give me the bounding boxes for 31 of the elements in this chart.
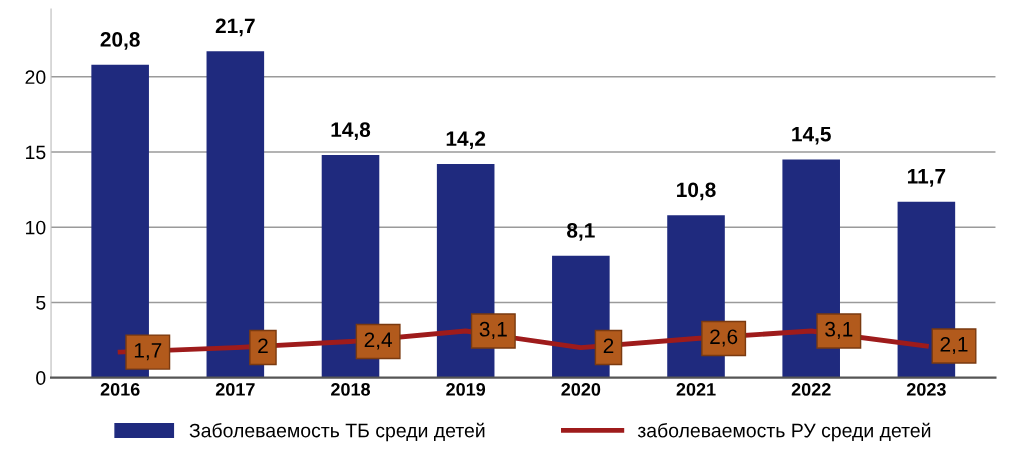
data-label: 14,2 (446, 131, 486, 150)
x-tick-label: 2020 (561, 382, 601, 396)
y-tick-label: 15 (26, 145, 46, 160)
x-tick-label: 2019 (446, 382, 486, 396)
data-label: 2 (258, 338, 268, 353)
x-tick-label: 2017 (215, 382, 255, 396)
data-label: 3,1 (479, 321, 507, 340)
x-tick-label: 2021 (676, 382, 716, 396)
data-label: 8,1 (567, 223, 595, 241)
y-tick-label: 5 (36, 296, 46, 310)
data-label: 14,5 (792, 126, 831, 145)
y-tick-label: 0 (36, 371, 46, 385)
y-tick-label: 20 (25, 70, 46, 85)
legend-label: Заболеваемость ТБ среди детей (189, 422, 485, 442)
data-label: 10,8 (677, 182, 716, 201)
x-tick-label: 2018 (331, 382, 371, 396)
data-label: 2,6 (710, 329, 738, 347)
x-tick-label: 2023 (906, 382, 946, 396)
data-label: 20,8 (100, 32, 140, 50)
data-label: 11,7 (907, 169, 946, 187)
data-label: 1,7 (134, 343, 162, 361)
data-label: 14,8 (331, 122, 371, 141)
data-label: 2 (603, 338, 614, 353)
x-tick-label: 2022 (791, 382, 831, 396)
legend-label: заболеваемость РУ среди детей (637, 422, 931, 442)
data-label: 2,4 (364, 332, 393, 350)
data-label: 21,7 (215, 18, 255, 37)
data-label: 3,1 (825, 321, 853, 340)
data-label: 2,1 (940, 336, 968, 355)
x-tick-label: 2016 (100, 382, 140, 396)
y-tick-label: 10 (26, 220, 46, 235)
